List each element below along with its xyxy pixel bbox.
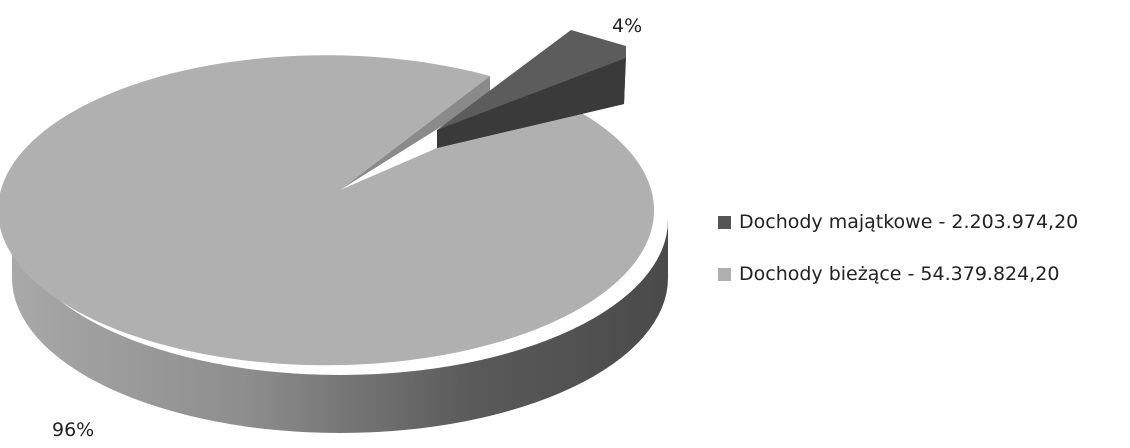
- slice-gap-wall: [340, 76, 490, 190]
- legend-swatch-dochody-biezace: [718, 267, 731, 281]
- data-label-dochody-biezace: 96%: [52, 419, 94, 441]
- legend-label-dochody-majatkowe: Dochody majątkowe - 2.203.974,20: [739, 211, 1079, 233]
- legend-label-dochody-biezace: Dochody bieżące - 54.379.824,20: [739, 263, 1060, 285]
- legend-item-dochody-biezace: Dochody bieżące - 54.379.824,20: [718, 260, 1078, 288]
- data-label-dochody-majatkowe: 4%: [612, 15, 642, 37]
- legend: Dochody majątkowe - 2.203.974,20 Dochody…: [718, 208, 1078, 312]
- legend-swatch-dochody-majatkowe: [718, 215, 731, 229]
- slice-dochody-majatkowe: [437, 30, 626, 130]
- slice-edge-dochody-majatkowe: [437, 58, 626, 148]
- legend-item-dochody-majatkowe: Dochody majątkowe - 2.203.974,20: [718, 208, 1078, 236]
- slice-side-dochody-biezace: [12, 220, 668, 433]
